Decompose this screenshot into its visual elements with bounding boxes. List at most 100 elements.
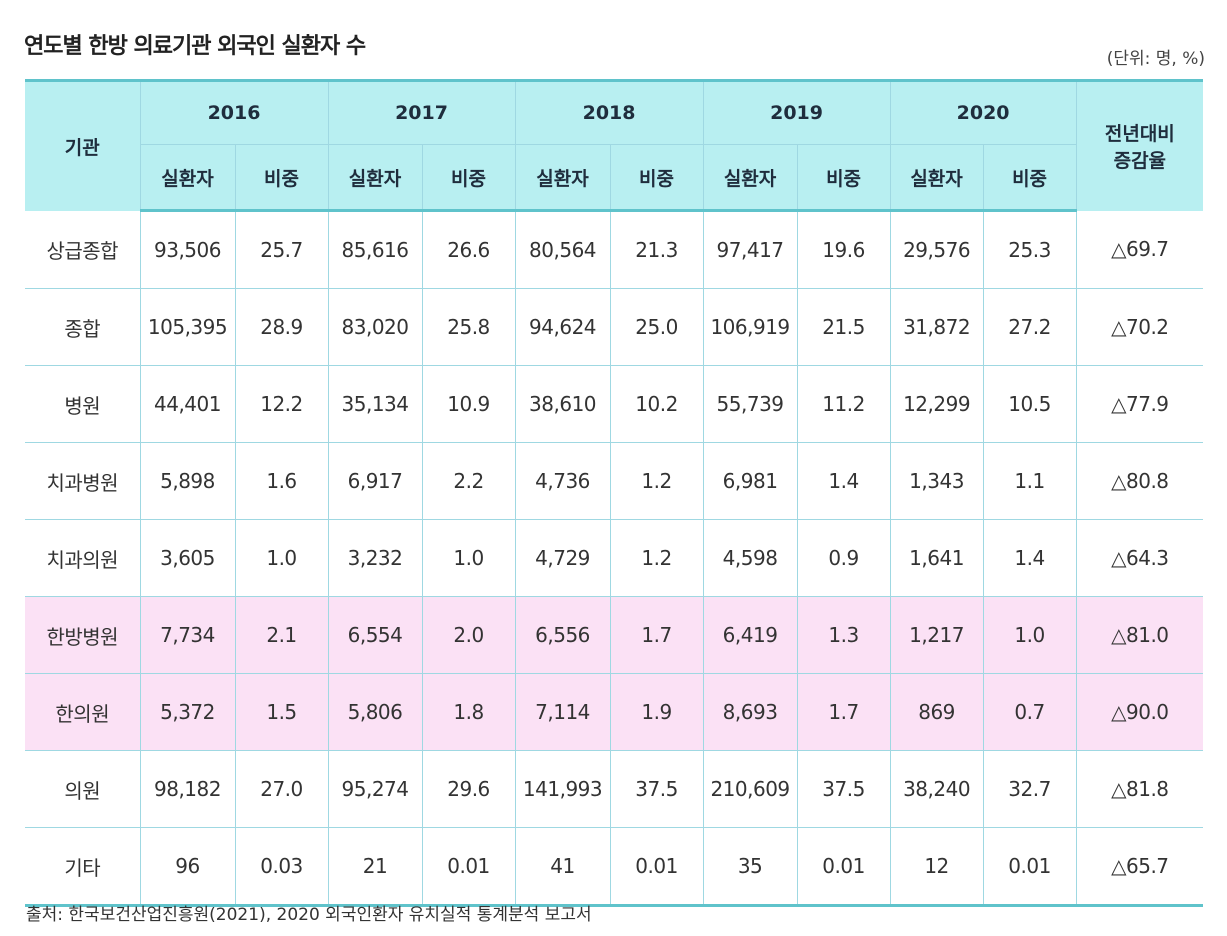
cell-patients: 98,182 bbox=[139, 750, 236, 828]
row-institution: 상급종합 bbox=[25, 210, 141, 289]
row-institution: 종합 bbox=[25, 288, 141, 366]
cell-change: △64.3 bbox=[1075, 519, 1204, 597]
cell-patients: 1,217 bbox=[889, 596, 984, 674]
cell-share: 25.0 bbox=[609, 288, 704, 366]
cell-patients: 3,232 bbox=[327, 519, 423, 597]
cell-patients: 97,417 bbox=[702, 210, 798, 289]
cell-patients: 141,993 bbox=[514, 750, 611, 828]
table-row: 병원 44,401 12.2 35,134 10.9 38,610 10.2 55,739 11… bbox=[25, 365, 1204, 443]
cell-patients: 5,372 bbox=[139, 673, 236, 751]
table-row: 기타 96 0.03 21 0.01 41 0.01 35 0.01 12 0.01 △65.7 bbox=[25, 827, 1204, 907]
cell-patients: 106,919 bbox=[702, 288, 798, 366]
cell-share: 37.5 bbox=[796, 750, 891, 828]
cell-patients: 29,576 bbox=[889, 210, 984, 289]
cell-share: 10.5 bbox=[982, 365, 1077, 443]
header-year: 2020 bbox=[889, 79, 1077, 145]
cell-share: 0.7 bbox=[982, 673, 1077, 751]
header-share: 비중 bbox=[421, 144, 516, 212]
cell-patients: 6,981 bbox=[702, 442, 798, 520]
cell-share: 1.7 bbox=[796, 673, 891, 751]
cell-patients: 12 bbox=[889, 827, 984, 907]
cell-patients: 4,729 bbox=[514, 519, 611, 597]
header-patients: 실환자 bbox=[140, 144, 236, 212]
row-institution: 의원 bbox=[25, 750, 141, 828]
cell-change: △70.2 bbox=[1075, 288, 1204, 366]
header-patients: 실환자 bbox=[889, 144, 984, 212]
cell-share: 10.9 bbox=[421, 365, 516, 443]
table-row: 한방병원 7,734 2.1 6,554 2.0 6,556 1.7 6,419 1.3 1,21… bbox=[25, 596, 1204, 674]
cell-share: 0.01 bbox=[421, 827, 516, 907]
cell-share: 1.0 bbox=[421, 519, 516, 597]
cell-patients: 38,240 bbox=[889, 750, 984, 828]
cell-change: △65.7 bbox=[1075, 827, 1204, 907]
cell-share: 1.4 bbox=[796, 442, 891, 520]
cell-share: 1.2 bbox=[609, 519, 704, 597]
cell-share: 27.2 bbox=[982, 288, 1077, 366]
cell-share: 0.9 bbox=[796, 519, 891, 597]
cell-patients: 4,736 bbox=[514, 442, 611, 520]
cell-share: 0.01 bbox=[982, 827, 1077, 907]
cell-patients: 105,395 bbox=[139, 288, 236, 366]
table-row: 종합 105,395 28.9 83,020 25.8 94,624 25.0 106,919… bbox=[25, 288, 1204, 366]
source-note: 출처: 한국보건산업진흥원(2021), 2020 외국인환자 유치실적 통계분… bbox=[26, 905, 592, 925]
row-institution: 병원 bbox=[25, 365, 141, 443]
cell-patients: 21 bbox=[327, 827, 423, 907]
unit-label: (단위: 명, %) bbox=[1106, 49, 1205, 69]
cell-share: 1.1 bbox=[982, 442, 1077, 520]
cell-share: 10.2 bbox=[609, 365, 704, 443]
cell-patients: 35,134 bbox=[327, 365, 423, 443]
cell-share: 27.0 bbox=[234, 750, 329, 828]
cell-patients: 12,299 bbox=[889, 365, 984, 443]
cell-share: 25.7 bbox=[234, 210, 329, 289]
cell-patients: 96 bbox=[139, 827, 236, 907]
cell-patients: 6,556 bbox=[514, 596, 611, 674]
cell-share: 1.2 bbox=[609, 442, 704, 520]
row-institution: 기타 bbox=[25, 827, 141, 907]
cell-change: △81.8 bbox=[1075, 750, 1204, 828]
header-patients: 실환자 bbox=[702, 144, 798, 212]
cell-patients: 4,598 bbox=[702, 519, 798, 597]
row-institution: 한의원 bbox=[25, 673, 141, 751]
cell-share: 21.5 bbox=[796, 288, 891, 366]
cell-patients: 6,419 bbox=[702, 596, 798, 674]
cell-patients: 5,898 bbox=[139, 442, 236, 520]
table-row: 한의원 5,372 1.5 5,806 1.8 7,114 1.9 8,693 1.7 869 0.… bbox=[25, 673, 1204, 751]
header-share: 비중 bbox=[609, 144, 704, 212]
table-row: 상급종합 93,506 25.7 85,616 26.6 80,564 21.3 97,417… bbox=[25, 210, 1204, 289]
header-share: 비중 bbox=[796, 144, 891, 212]
cell-share: 28.9 bbox=[234, 288, 329, 366]
header-share: 비중 bbox=[234, 144, 329, 212]
cell-share: 1.0 bbox=[982, 596, 1077, 674]
cell-patients: 41 bbox=[514, 827, 611, 907]
cell-share: 1.9 bbox=[609, 673, 704, 751]
cell-patients: 38,610 bbox=[514, 365, 611, 443]
cell-patients: 1,641 bbox=[889, 519, 984, 597]
cell-patients: 94,624 bbox=[514, 288, 611, 366]
header-year: 2016 bbox=[139, 79, 329, 145]
cell-share: 1.8 bbox=[421, 673, 516, 751]
header-year: 2017 bbox=[327, 79, 516, 145]
cell-share: 2.0 bbox=[421, 596, 516, 674]
cell-share: 1.5 bbox=[234, 673, 329, 751]
cell-share: 26.6 bbox=[421, 210, 516, 289]
cell-patients: 35 bbox=[702, 827, 798, 907]
cell-patients: 44,401 bbox=[139, 365, 236, 443]
cell-change: △80.8 bbox=[1075, 442, 1204, 520]
cell-share: 29.6 bbox=[421, 750, 516, 828]
cell-change: △77.9 bbox=[1075, 365, 1204, 443]
table-row: 의원 98,182 27.0 95,274 29.6 141,993 37.5 210,609… bbox=[25, 750, 1204, 828]
cell-patients: 6,917 bbox=[327, 442, 423, 520]
header-share: 비중 bbox=[982, 144, 1077, 212]
cell-patients: 1,343 bbox=[889, 442, 984, 520]
cell-share: 1.7 bbox=[609, 596, 704, 674]
row-institution: 한방병원 bbox=[25, 596, 141, 674]
cell-share: 0.01 bbox=[609, 827, 704, 907]
cell-share: 11.2 bbox=[796, 365, 891, 443]
header-institution: 기관 bbox=[25, 79, 141, 211]
header-patients: 실환자 bbox=[327, 144, 423, 212]
cell-change: △90.0 bbox=[1075, 673, 1204, 751]
header-year: 2018 bbox=[514, 79, 704, 145]
cell-patients: 85,616 bbox=[327, 210, 423, 289]
cell-share: 25.8 bbox=[421, 288, 516, 366]
table-title: 연도별 한방 의료기관 외국인 실환자 수 bbox=[24, 34, 366, 59]
